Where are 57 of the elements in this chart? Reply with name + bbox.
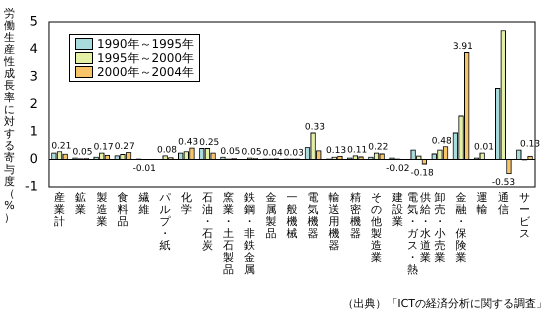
x-tick-label: 鉱業 (74, 191, 87, 216)
x-tick-label: 製造業 (96, 191, 108, 228)
data-label: -0.18 (410, 168, 434, 178)
x-tick-label: 窯業・土石製品 (222, 191, 235, 276)
data-label: 0.11 (347, 145, 368, 156)
data-label: 0.05 (72, 148, 92, 158)
x-tick-label: 卸売・小売業 (434, 191, 446, 264)
legend-label: 1995年～2000年 (96, 51, 194, 65)
data-label: 0.13 (326, 146, 346, 156)
x-tick-label: 鉄鋼・非鉄金属 (244, 191, 256, 276)
data-label: -0.02 (386, 164, 410, 174)
x-tick-label: 化学 (180, 191, 192, 216)
y-tick-label: 1 (30, 124, 38, 140)
x-tick-label: 繊維 (138, 191, 150, 216)
data-label: -0.01 (132, 164, 156, 174)
data-label: 0.04 (262, 148, 283, 158)
x-tick-label: 金属製品 (264, 191, 277, 240)
x-tick-label: 運輸 (476, 191, 488, 216)
x-tick-label: 石油・石炭 (201, 191, 214, 252)
y-tick-label: 3 (30, 69, 38, 84)
category-label: 電気・ガス・熱供給・水道業 (406, 191, 431, 276)
x-tick-label: 金融・保険業 (455, 191, 468, 264)
y-tick-label: 5 (30, 14, 38, 30)
data-label: 0.05 (220, 146, 240, 157)
y-tick-label: 2 (30, 96, 38, 112)
data-label: 0.43 (178, 138, 198, 148)
data-label: -0.53 (492, 178, 516, 188)
x-tick-label: 通信 (497, 191, 510, 216)
data-label: 0.21 (51, 141, 72, 152)
data-label: 3.91 (452, 42, 473, 52)
x-tick-label: 輸送用機器 (328, 191, 340, 252)
x-tick-label: 精密機器 (349, 191, 362, 240)
data-label: 0.05 (241, 148, 262, 158)
text: 労働生産性成長率に対する寄与度（%） (4, 7, 15, 224)
x-tick-label: 電気機器 (307, 191, 320, 240)
data-label: 0.01 (474, 142, 494, 153)
data-label: 0.33 (304, 122, 325, 133)
y-tick-label: 4 (30, 42, 38, 57)
x-tick-label: 産業計 (54, 191, 66, 228)
y-tick-label: 0 (30, 152, 38, 167)
data-label: 0.25 (199, 138, 220, 148)
data-label: 0.48 (432, 136, 452, 146)
x-tick-label: 食料品 (116, 191, 129, 228)
y-tick-label: -1 (24, 179, 38, 194)
data-label: 0.17 (94, 142, 114, 153)
x-tick-label: 建設業 (392, 191, 404, 228)
data-label: 0.03 (284, 148, 304, 159)
data-label: 0.08 (156, 145, 178, 156)
text: （出典）「ICTの経済分析に関する調査」 (342, 296, 547, 311)
data-label: 0.22 (368, 142, 388, 153)
data-label: 0.27 (114, 142, 135, 152)
x-tick-label: パルプ・紙 (159, 191, 172, 252)
legend-label: 2000年～2004年 (96, 65, 194, 79)
x-tick-label: 一般機械 (286, 191, 298, 240)
x-tick-label: サービス (518, 191, 530, 240)
x-tick-label: その他製造業 (370, 191, 382, 264)
legend-label: 1990年～1995年 (96, 37, 194, 51)
